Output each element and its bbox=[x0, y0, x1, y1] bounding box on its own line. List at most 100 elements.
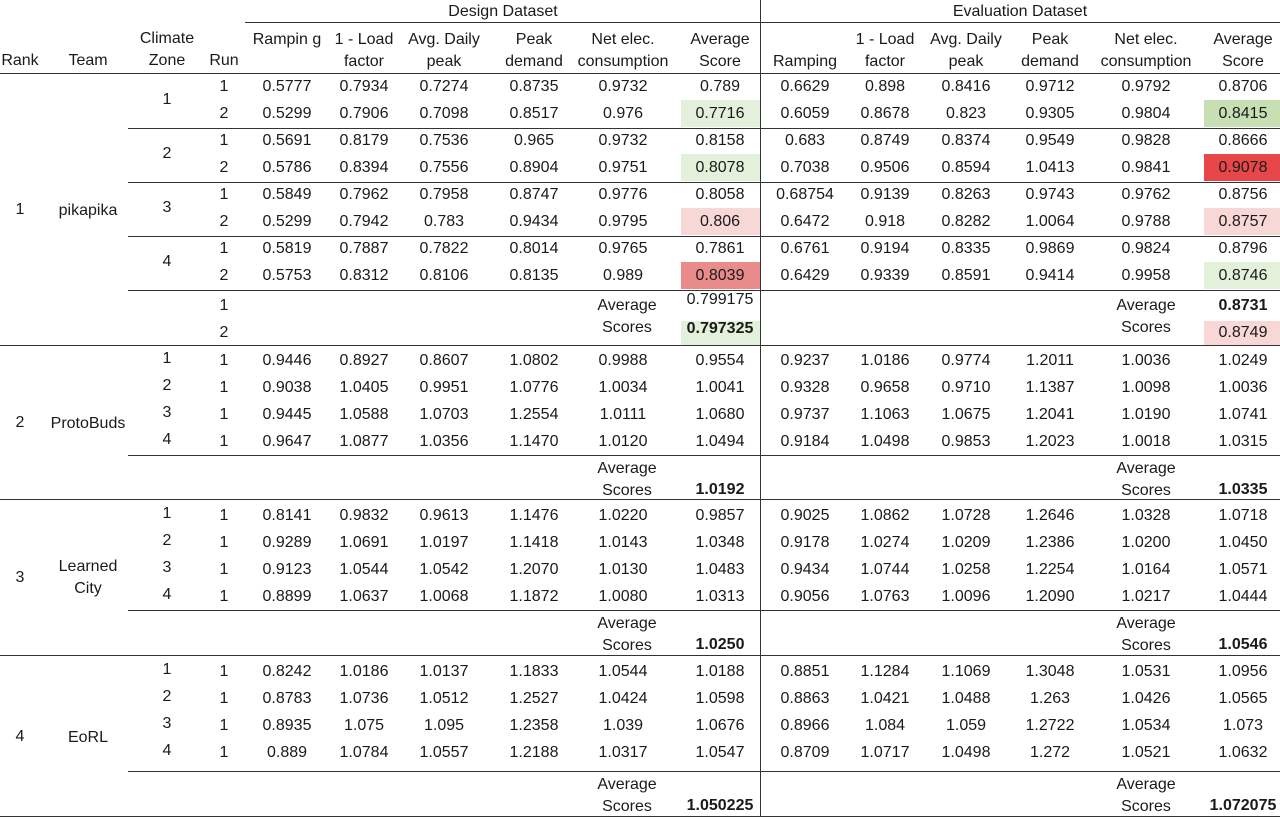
design-value: 1.0676 bbox=[695, 717, 745, 734]
average-scores-label: Average Scores bbox=[1116, 776, 1176, 815]
eval-value: 0.823 bbox=[945, 105, 987, 122]
design-value: 0.8935 bbox=[262, 717, 312, 734]
design-average-score: 0.797325 bbox=[686, 320, 754, 337]
team-divider bbox=[0, 345, 1280, 346]
eval-value: 0.8678 bbox=[860, 105, 910, 122]
eval-value: 0.8966 bbox=[780, 717, 830, 734]
design-value: 1.0137 bbox=[419, 663, 469, 680]
eval-value: 0.9710 bbox=[941, 379, 991, 396]
climate-zone: 3 bbox=[162, 199, 172, 216]
design-col-header: Net elec. consumption bbox=[577, 31, 669, 70]
design-value: 1.1418 bbox=[509, 534, 559, 551]
run-header: Run bbox=[209, 52, 239, 69]
design-value: 1.0494 bbox=[695, 433, 745, 450]
eval-value: 0.68754 bbox=[776, 186, 834, 203]
score-highlight bbox=[1204, 154, 1280, 181]
design-value: 0.5849 bbox=[262, 186, 312, 203]
design-value: 0.8158 bbox=[695, 132, 745, 149]
design-value: 0.889 bbox=[266, 744, 308, 761]
eval-value: 1.0164 bbox=[1121, 561, 1171, 578]
climate-zone: 2 bbox=[162, 377, 172, 394]
average-run: 2 bbox=[219, 324, 229, 341]
eval-value: 0.6059 bbox=[780, 105, 830, 122]
design-value: 0.8135 bbox=[509, 267, 559, 284]
design-value: 0.8078 bbox=[695, 159, 745, 176]
eval-value: 0.9305 bbox=[1025, 105, 1075, 122]
eval-value: 1.0498 bbox=[941, 744, 991, 761]
team-divider bbox=[0, 499, 1280, 500]
design-value: 0.7962 bbox=[339, 186, 389, 203]
eval-value: 1.0413 bbox=[1025, 159, 1075, 176]
eval-value: 1.073 bbox=[1222, 717, 1264, 734]
eval-value: 0.9853 bbox=[941, 433, 991, 450]
eval-value: 1.0450 bbox=[1218, 534, 1268, 551]
average-divider bbox=[128, 455, 1280, 456]
design-value: 1.0784 bbox=[339, 744, 389, 761]
eval-value: 1.0190 bbox=[1121, 406, 1171, 423]
eval-value: 0.8335 bbox=[941, 240, 991, 257]
eval-value: 0.6472 bbox=[780, 213, 830, 230]
eval-value: 1.2023 bbox=[1025, 433, 1075, 450]
score-highlight bbox=[1204, 262, 1280, 289]
design-value: 1.075 bbox=[343, 717, 385, 734]
run-number: 1 bbox=[219, 690, 229, 707]
climate-zone: 1 bbox=[162, 505, 172, 522]
climate-zone: 2 bbox=[162, 532, 172, 549]
design-value: 0.965 bbox=[513, 132, 555, 149]
design-value: 0.8747 bbox=[509, 186, 559, 203]
design-value: 1.2554 bbox=[509, 406, 559, 423]
eval-value: 1.0018 bbox=[1121, 433, 1171, 450]
score-highlight bbox=[681, 262, 760, 289]
design-value: 0.9795 bbox=[598, 213, 648, 230]
eval-value: 1.0956 bbox=[1218, 663, 1268, 680]
design-value: 0.9123 bbox=[262, 561, 312, 578]
design-value: 1.0130 bbox=[598, 561, 648, 578]
design-value: 0.7942 bbox=[339, 213, 389, 230]
design-value: 0.9554 bbox=[695, 352, 745, 369]
climate-zone: 2 bbox=[162, 688, 172, 705]
eval-value: 1.0096 bbox=[941, 588, 991, 605]
climate-zone: 3 bbox=[162, 404, 172, 421]
climate-zone: 4 bbox=[162, 253, 172, 270]
eval-value: 0.9743 bbox=[1025, 186, 1075, 203]
design-value: 0.5691 bbox=[262, 132, 312, 149]
run-number: 1 bbox=[219, 663, 229, 680]
design-value: 1.0544 bbox=[598, 663, 648, 680]
design-value: 0.9751 bbox=[598, 159, 648, 176]
design-value: 1.0348 bbox=[695, 534, 745, 551]
design-value: 1.0111 bbox=[599, 406, 647, 423]
design-average-score: 0.799175 bbox=[686, 291, 754, 308]
design-value: 1.0080 bbox=[598, 588, 648, 605]
eval-value: 0.8749 bbox=[860, 132, 910, 149]
eval-value: 1.0444 bbox=[1218, 588, 1268, 605]
eval-value: 0.8374 bbox=[941, 132, 991, 149]
team-rank: 4 bbox=[15, 727, 25, 745]
eval-value: 1.0565 bbox=[1218, 690, 1268, 707]
average-scores-label: Average Scores bbox=[597, 460, 657, 499]
design-value: 1.0034 bbox=[598, 379, 648, 396]
eval-value: 1.2041 bbox=[1025, 406, 1075, 423]
eval-value: 1.0036 bbox=[1218, 379, 1268, 396]
design-value: 1.0542 bbox=[419, 561, 469, 578]
run-number: 1 bbox=[219, 132, 229, 149]
design-col-header: Rampin g bbox=[252, 31, 322, 48]
design-value: 0.8607 bbox=[419, 352, 469, 369]
design-value: 1.0802 bbox=[509, 352, 559, 369]
design-average-score: 1.0192 bbox=[695, 481, 745, 498]
design-value: 1.0120 bbox=[598, 433, 648, 450]
eval-value: 0.7038 bbox=[780, 159, 830, 176]
eval-value: 1.272 bbox=[1029, 744, 1071, 761]
design-value: 0.8899 bbox=[262, 588, 312, 605]
design-value: 1.0547 bbox=[695, 744, 745, 761]
eval-value: 1.0036 bbox=[1121, 352, 1171, 369]
design-value: 0.9289 bbox=[262, 534, 312, 551]
eval-value: 1.059 bbox=[945, 717, 987, 734]
eval-col-header: Peak demand bbox=[1021, 31, 1079, 70]
design-value: 0.5753 bbox=[262, 267, 312, 284]
eval-value: 1.0744 bbox=[860, 561, 910, 578]
eval-value: 0.8863 bbox=[780, 690, 830, 707]
design-value: 0.9857 bbox=[695, 507, 745, 524]
design-value: 0.8394 bbox=[339, 159, 389, 176]
group-header-divider bbox=[245, 22, 1280, 23]
eval-value: 0.9958 bbox=[1121, 267, 1171, 284]
